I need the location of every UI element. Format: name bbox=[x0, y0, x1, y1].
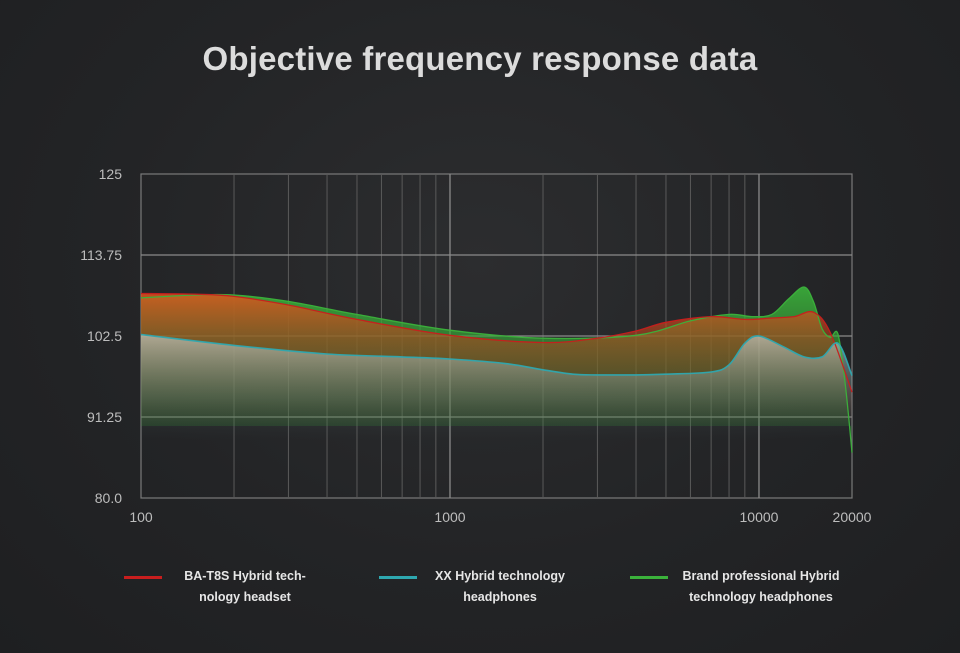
y-tick-label: 125 bbox=[99, 166, 123, 182]
area-fills bbox=[141, 286, 852, 453]
series-line-ba-t8s bbox=[140, 292, 853, 393]
series-lines bbox=[140, 286, 853, 453]
x-tick-label: 1000 bbox=[434, 509, 465, 525]
series-line-brand-professional bbox=[140, 286, 853, 453]
x-tick-label: 100 bbox=[129, 509, 153, 525]
x-tick-label: 10000 bbox=[740, 509, 779, 525]
y-tick-label: 91.25 bbox=[87, 409, 122, 425]
series-line-xx-hybrid bbox=[140, 333, 853, 376]
y-tick-label: 113.75 bbox=[80, 247, 122, 263]
x-tick-label: 20000 bbox=[833, 509, 872, 525]
legend-label: Brand professional Hybrid technology hea… bbox=[682, 569, 840, 604]
tick-labels: 125 113.75 102.5 91.25 80.0 100 1000 10000 20000 bbox=[80, 166, 871, 525]
legend-label: XX Hybrid technology headphones bbox=[435, 569, 565, 604]
chart-title: Objective frequency response data bbox=[202, 40, 758, 77]
legend-swatch-teal bbox=[379, 576, 417, 579]
y-tick-label: 102.5 bbox=[87, 328, 122, 344]
legend-swatch-red bbox=[124, 576, 162, 579]
y-tick-label: 80.0 bbox=[95, 490, 122, 506]
legend-label: BA-T8S Hybrid tech-nology headset bbox=[184, 569, 306, 604]
legend-swatch-green bbox=[630, 576, 668, 579]
area-fill-xx-hybrid bbox=[141, 334, 852, 441]
